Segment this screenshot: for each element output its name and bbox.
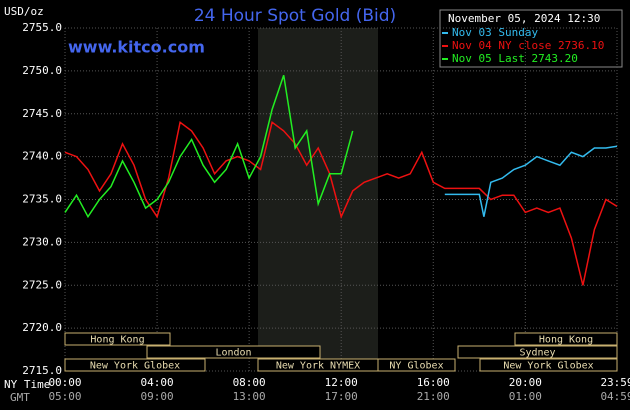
session-label: Hong Kong [90,335,144,346]
y-tick-label: 2740.0 [22,150,62,163]
session-label: London [215,348,251,359]
session-bar [64,332,171,346]
x-tick-label: 08:00 [233,376,266,389]
session-bar [146,345,321,359]
x-tick-label: 00:00 [48,376,81,389]
session-bar [479,358,618,372]
x2-tick-label: 04:59 [600,390,630,403]
legend-title: November 05, 2024 12:30 [448,12,600,25]
legend-label: Nov 04 NY close 2736.10 [452,39,604,52]
x-tick-label: 04:00 [141,376,174,389]
session-label: New York Globex [503,361,593,372]
x2-tick-label: 05:00 [48,390,81,403]
x-tick-label: 16:00 [417,376,450,389]
y-tick-label: 2750.0 [22,64,62,77]
watermark: www.kitco.com [68,38,205,57]
x2-axis-label: GMT [10,391,30,404]
y-tick-label: 2755.0 [22,21,62,34]
y-tick-label: 2725.0 [22,278,62,291]
chart-title: 24 Hour Spot Gold (Bid) [194,6,396,26]
x-axis-label: NY Time [4,378,50,391]
x2-tick-label: 13:00 [233,390,266,403]
x2-tick-label: 01:00 [509,390,542,403]
x-tick-label: 23:59 [600,376,630,389]
x2-tick-label: 17:00 [325,390,358,403]
session-bar [64,358,206,372]
series-line [64,74,354,219]
session-bar [377,358,456,372]
legend-label: Nov 03 Sunday [452,26,538,39]
x-tick-label: 20:00 [509,376,542,389]
series-line [444,145,618,217]
series-line [64,120,618,286]
session-bar [514,332,618,346]
y-tick-label: 2745.0 [22,107,62,120]
x2-tick-label: 21:00 [417,390,450,403]
x2-tick-label: 09:00 [141,390,174,403]
legend-label: Nov 05 Last 2743.20 [452,52,578,65]
session-label: Sydney [519,348,555,359]
session-label: New York NYMEX [276,361,360,372]
session-bar [457,345,618,359]
y-axis-label: USD/oz [4,5,44,18]
y-tick-label: 2735.0 [22,193,62,206]
session-label: NY Globex [389,361,443,372]
x-tick-label: 12:00 [325,376,358,389]
legend-box [439,9,623,68]
y-tick-label: 2730.0 [22,235,62,248]
session-label: Hong Kong [539,335,593,346]
y-tick-label: 2720.0 [22,321,62,334]
session-label: New York Globex [90,361,180,372]
y-tick-label: 2715.0 [22,364,62,377]
